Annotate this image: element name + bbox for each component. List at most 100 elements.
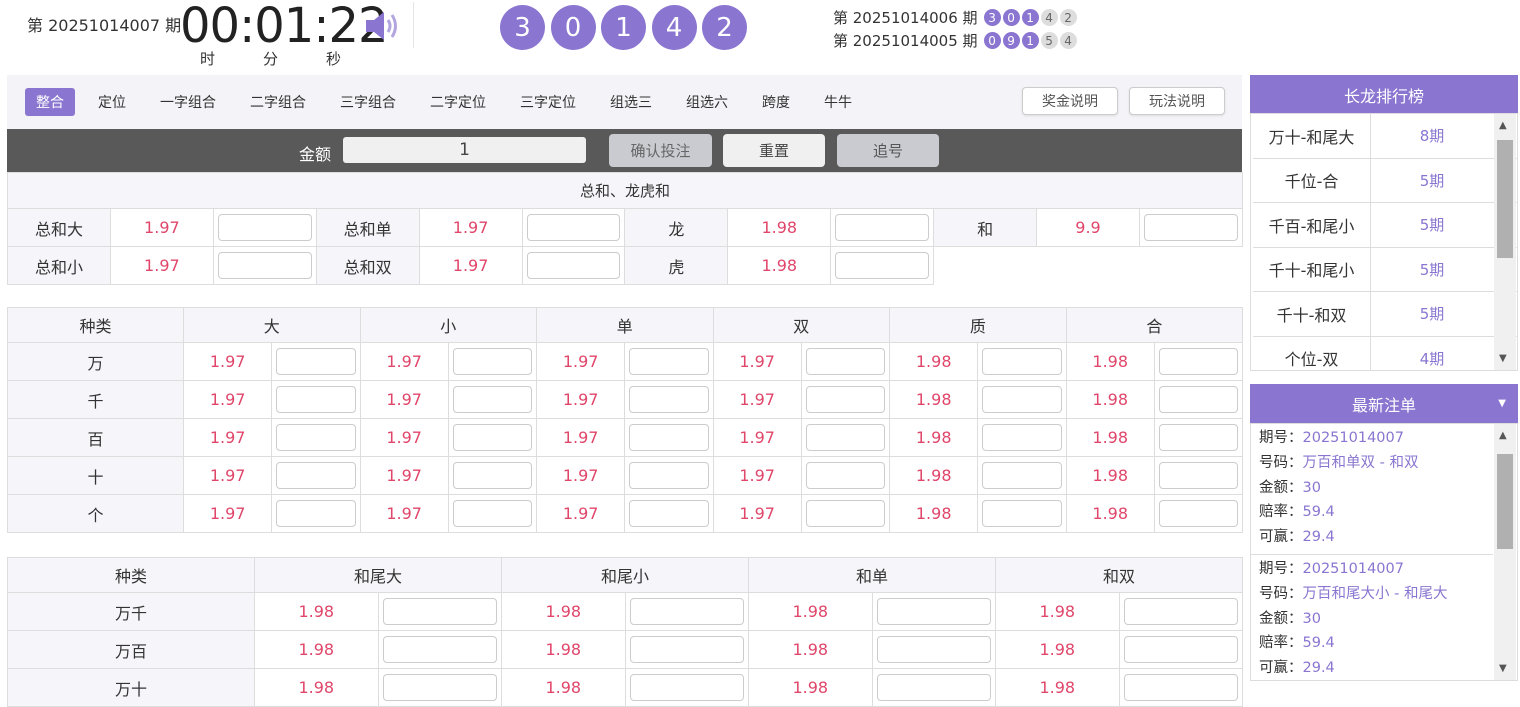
bet-amount-input[interactable] [876, 674, 992, 701]
bet-amount-input[interactable] [276, 348, 356, 375]
rules-button[interactable]: 玩法说明 [1129, 87, 1225, 115]
bet-amount-input[interactable] [276, 386, 356, 413]
odds-value: 1.97 [536, 494, 626, 533]
tab-10[interactable]: 牛牛 [824, 95, 852, 111]
order-field-value: 30 [1302, 610, 1321, 627]
bet-amount-input[interactable] [805, 348, 886, 375]
odds-value: 1.98 [889, 342, 979, 381]
long-dragon-list: 万十-和尾大 8期 千位-合 5期 千百-和尾小 5期 千十-和尾小 5期 千十-和双 5期 个位-… [1250, 113, 1518, 371]
bet-amount-input[interactable] [382, 636, 498, 663]
bet-amount-input[interactable] [629, 598, 745, 625]
bet-amount-input[interactable] [876, 598, 992, 625]
bet-amount-input[interactable] [1123, 674, 1239, 701]
reset-button[interactable]: 重置 [723, 134, 825, 167]
scroll-thumb[interactable] [1497, 454, 1513, 549]
bet-amount-input[interactable] [805, 424, 886, 451]
bet-amount-input[interactable] [276, 424, 356, 451]
scrollbar[interactable]: ▲ ▼ [1494, 114, 1516, 370]
dropdown-icon[interactable]: ▼ [1498, 398, 1506, 409]
order-field-label: 号码： [1259, 454, 1303, 471]
odds-value: 1.97 [359, 494, 449, 533]
scroll-up-icon[interactable]: ▲ [1499, 430, 1507, 441]
bet-amount-input[interactable] [1158, 462, 1239, 489]
bet-amount-input[interactable] [526, 252, 621, 279]
odds-value: 1.97 [182, 494, 273, 533]
tab-6[interactable]: 三字定位 [520, 95, 576, 111]
table-row: 万百 1.98 1.98 1.98 1.98 [7, 630, 1244, 669]
result-ball: 1 [601, 5, 646, 50]
bet-amount-input[interactable] [629, 462, 709, 489]
current-period: 第 20251014007 期 [27, 16, 182, 35]
bet-amount-input[interactable] [629, 636, 745, 663]
bet-amount-input[interactable] [629, 500, 709, 527]
tab-3[interactable]: 二字组合 [250, 95, 306, 111]
bet-amount-input[interactable] [1158, 348, 1239, 375]
bet-amount-input[interactable] [276, 500, 356, 527]
table-row: 总和小 1.97 总和双 1.97 虎 1.98 [7, 246, 1243, 285]
bet-amount-input[interactable] [835, 214, 930, 241]
bet-amount-input[interactable] [982, 348, 1062, 375]
odds-value: 1.98 [1065, 380, 1155, 419]
bet-amount-input[interactable] [835, 252, 930, 279]
bet-amount-input[interactable] [629, 424, 709, 451]
bet-amount-input[interactable] [1123, 636, 1239, 663]
bet-amount-input[interactable] [217, 252, 312, 279]
table-row: 万 1.97 1.97 1.97 1.97 1.98 1.98 [7, 342, 1244, 381]
bet-amount-input[interactable] [276, 462, 356, 489]
prize-info-button[interactable]: 奖金说明 [1022, 87, 1118, 115]
bet-amount-input[interactable] [982, 424, 1062, 451]
scroll-down-icon[interactable]: ▼ [1499, 353, 1507, 364]
speaker-icon[interactable] [364, 10, 402, 42]
bet-amount-input[interactable] [805, 462, 886, 489]
tab-1[interactable]: 定位 [98, 95, 126, 111]
tab-0[interactable]: 整合 [25, 88, 75, 116]
bet-amount-input[interactable] [382, 674, 498, 701]
bet-amount-input[interactable] [876, 636, 992, 663]
bet-amount-input[interactable] [629, 386, 709, 413]
scroll-up-icon[interactable]: ▲ [1499, 120, 1507, 131]
bet-amount-input[interactable] [629, 674, 745, 701]
bet-amount-input[interactable] [1158, 500, 1239, 527]
bet-amount-input[interactable] [452, 348, 533, 375]
long-dragon-panel: 长龙排行榜 [1250, 75, 1518, 114]
amount-input[interactable] [343, 137, 586, 163]
tab-5[interactable]: 二字定位 [430, 95, 486, 111]
result-ball: 4 [651, 5, 697, 50]
scrollbar[interactable]: ▲ ▼ [1494, 424, 1516, 680]
bet-amount-input[interactable] [805, 500, 886, 527]
bet-amount-input[interactable] [1123, 598, 1239, 625]
item-streak: 4期 [1419, 349, 1445, 368]
bet-amount-input[interactable] [1143, 214, 1238, 241]
bet-amount-input[interactable] [452, 424, 533, 451]
scroll-down-icon[interactable]: ▼ [1499, 663, 1507, 674]
bet-amount-input[interactable] [1158, 386, 1239, 413]
bet-amount-input[interactable] [452, 500, 533, 527]
bet-amount-input[interactable] [452, 462, 533, 489]
tab-4[interactable]: 三字组合 [340, 95, 396, 111]
tab-8[interactable]: 组选六 [686, 95, 728, 111]
scroll-thumb[interactable] [1497, 140, 1513, 258]
odds-value: 1.98 [748, 630, 873, 669]
bet-amount-input[interactable] [1158, 424, 1239, 451]
odds-value: 1.98 [254, 630, 379, 669]
bet-amount-input[interactable] [217, 214, 312, 241]
odds-value: 1.98 [889, 418, 979, 457]
bet-amount-input[interactable] [982, 386, 1062, 413]
bet-amount-input[interactable] [382, 598, 498, 625]
bet-amount-input[interactable] [982, 500, 1062, 527]
bet-amount-input[interactable] [629, 348, 709, 375]
tab-9[interactable]: 跨度 [762, 95, 790, 111]
confirm-bet-button[interactable]: 确认投注 [609, 134, 712, 167]
tab-7[interactable]: 组选三 [610, 95, 652, 111]
odds-value: 1.98 [727, 208, 832, 247]
bet-amount-input[interactable] [452, 386, 533, 413]
header-row: 种类 和尾大 和尾小 和单 和双 [7, 557, 1244, 593]
chase-button[interactable]: 追号 [837, 134, 939, 167]
bet-amount-input[interactable] [805, 386, 886, 413]
odds-value: 1.97 [359, 418, 449, 457]
bet-amount-input[interactable] [526, 214, 621, 241]
bet-amount-input[interactable] [982, 462, 1062, 489]
odds-value: 1.98 [1065, 494, 1155, 533]
tab-2[interactable]: 一字组合 [160, 95, 216, 111]
pair-sum-table: 种类 和尾大 和尾小 和单 和双 万千 1.98 1.98 1.98 1.98 万百 1.98 1.98… [7, 557, 1244, 707]
